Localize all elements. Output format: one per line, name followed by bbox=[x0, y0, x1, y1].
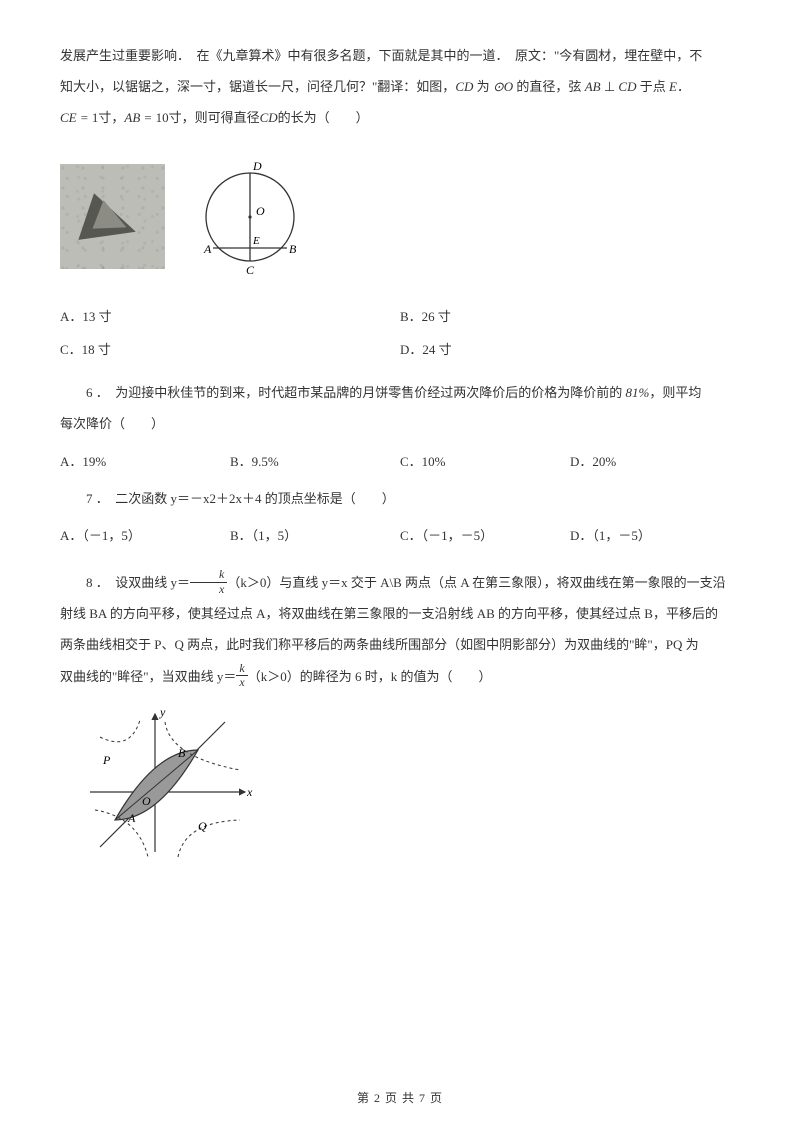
q7-opt-a: A．（－1，5） bbox=[60, 520, 230, 551]
q8-label-y: y bbox=[159, 705, 166, 719]
q5-cun: 寸， bbox=[98, 110, 124, 125]
q5-text-line2: 知大小，以锯锯之，深一寸，锯道长一尺，问径几何？"翻译：如图，CD 为 ⊙O 的… bbox=[60, 71, 740, 102]
q6-opt-d: D．20% bbox=[570, 446, 740, 477]
q5-ten: 10 bbox=[156, 110, 169, 125]
q7-text: 7 ． 二次函数 y＝－x2＋2x＋4 的顶点坐标是（ ） bbox=[60, 483, 740, 514]
page-footer: 第 2 页 共 7 页 bbox=[0, 1089, 800, 1106]
q5-cd3: CD bbox=[260, 110, 278, 125]
q5-de: 的直径，弦 bbox=[513, 79, 585, 94]
q6-opt-a: A．19% bbox=[60, 446, 230, 477]
q8-l1b: （k＞0）与直线 y＝x 交于 A\B 两点（点 A 在第三象限），将双曲线在第… bbox=[227, 575, 725, 590]
q5-text-line1: 发展产生过重要影响． 在《九章算术》中有很多名题，下面就是其中的一道． 原文："… bbox=[60, 40, 740, 71]
q5-tail: 的长为（ ） bbox=[278, 110, 369, 125]
q8-frac1-den: x bbox=[190, 583, 227, 596]
q8-frac2-num: k bbox=[236, 662, 247, 676]
q8-line2: 射线 BA 的方向平移，使其经过点 A，将双曲线在第三象限的一支沿射线 AB 的… bbox=[60, 598, 740, 629]
q5-e: E bbox=[669, 79, 677, 94]
label-d: D bbox=[252, 159, 262, 173]
q5-perp: ⊥ bbox=[601, 79, 619, 94]
q8-frac2: kx bbox=[236, 662, 247, 689]
q5-opt-d: D．24 寸 bbox=[400, 333, 740, 367]
q6-opt-b: B．9.5% bbox=[230, 446, 400, 477]
q5-wei: 为 bbox=[473, 79, 493, 94]
q7-options: A．（－1，5） B．（1，5） C．（－1，－5） D．（1，－5） bbox=[60, 520, 740, 551]
label-a: A bbox=[203, 242, 212, 256]
q8-line1: 8 ． 设双曲线 y＝kx（k＞0）与直线 y＝x 交于 A\B 两点（点 A … bbox=[60, 567, 740, 598]
q8-l1a: 8 ． 设双曲线 y＝ bbox=[86, 575, 190, 590]
q8-l4b: （k＞0）的眸径为 6 时，k 的值为（ ） bbox=[248, 669, 492, 684]
q5-dot: ． bbox=[677, 79, 690, 94]
q5-opt-c: C．18 寸 bbox=[60, 333, 400, 367]
q6-text-2: 每次降价（ ） bbox=[60, 408, 740, 439]
q5-options-row1: A．13 寸 B．26 寸 bbox=[60, 300, 740, 334]
q8-label-p: P bbox=[102, 753, 111, 767]
q8-l4a: 双曲线的"眸径"，当双曲线 y＝ bbox=[60, 669, 236, 684]
q6-opt-c: C．10% bbox=[400, 446, 570, 477]
q5-cd2: CD bbox=[618, 79, 636, 94]
label-c: C bbox=[246, 263, 255, 277]
q8-label-o: O bbox=[142, 794, 151, 808]
q6-a: 6 ． 为迎接中秋佳节的到来，时代超市某品牌的月饼零售价经过两次降价后的价格为降… bbox=[86, 385, 626, 400]
eye-diagram: y x P B O A Q bbox=[80, 702, 260, 862]
q5-cd: CD bbox=[455, 79, 473, 94]
label-e: E bbox=[252, 235, 260, 247]
q6-pct: 81% bbox=[626, 385, 650, 400]
q7-opt-b: B．（1，5） bbox=[230, 520, 400, 551]
q8-frac2-den: x bbox=[236, 676, 247, 689]
q5-opt-b: B．26 寸 bbox=[400, 300, 740, 334]
q8-label-b: B bbox=[178, 746, 186, 760]
q5-yu: 于点 bbox=[636, 79, 669, 94]
q7-opt-d: D．（1，－5） bbox=[570, 520, 740, 551]
q5-options-row2: C．18 寸 D．24 寸 bbox=[60, 333, 740, 367]
stone-wedge-2 bbox=[92, 199, 127, 228]
q5-ab2: AB = bbox=[124, 110, 155, 125]
q8-label-x: x bbox=[246, 785, 253, 799]
circle-diagram: D O E A B C bbox=[195, 152, 305, 282]
q5-l2-a: 知大小，以锯锯之，深一寸，锯道长一尺，问径几何？"翻译：如图， bbox=[60, 79, 455, 94]
q5-ab: AB bbox=[585, 79, 601, 94]
q5-circleo: ⊙O bbox=[493, 79, 513, 94]
q8-frac1-num: k bbox=[190, 568, 227, 582]
q7-opt-c: C．（－1，－5） bbox=[400, 520, 570, 551]
q6-options: A．19% B．9.5% C．10% D．20% bbox=[60, 446, 740, 477]
q5-cun2: 寸，则可得直径 bbox=[169, 110, 260, 125]
q6-text: 6 ． 为迎接中秋佳节的到来，时代超市某品牌的月饼零售价经过两次降价后的价格为降… bbox=[60, 377, 740, 408]
q8-frac1: kx bbox=[190, 568, 227, 595]
q5-figures: D O E A B C bbox=[60, 152, 740, 282]
q8-line4: 双曲线的"眸径"，当双曲线 y＝kx（k＞0）的眸径为 6 时，k 的值为（ ） bbox=[60, 661, 740, 692]
q8-label-a: A bbox=[127, 811, 136, 825]
q5-text-line3: CE = 1寸，AB = 10寸，则可得直径CD的长为（ ） bbox=[60, 102, 740, 133]
label-b: B bbox=[289, 242, 297, 256]
q8-line3: 两条曲线相交于 P、Q 两点，此时我们称平移后的两条曲线所围部分（如图中阴影部分… bbox=[60, 629, 740, 660]
stone-image bbox=[60, 164, 165, 269]
q6-b: ，则平均 bbox=[649, 385, 701, 400]
q8-label-q: Q bbox=[198, 819, 207, 833]
q5-ce: CE = bbox=[60, 110, 92, 125]
label-o: O bbox=[256, 204, 265, 218]
q5-opt-a: A．13 寸 bbox=[60, 300, 400, 334]
